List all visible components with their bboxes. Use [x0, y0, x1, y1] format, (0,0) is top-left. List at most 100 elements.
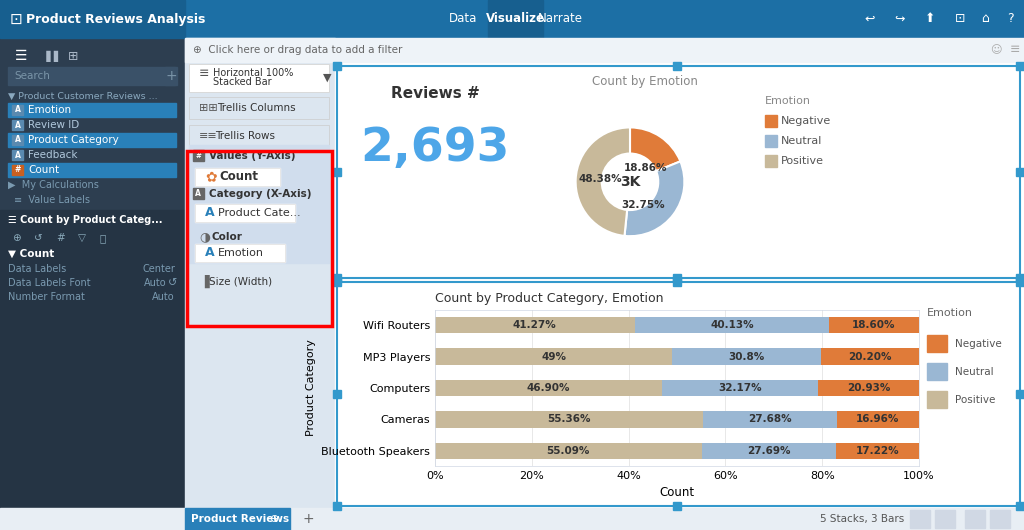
Text: ▐: ▐	[199, 275, 209, 288]
Bar	[189, 219, 329, 263]
Bar	[435, 317, 635, 333]
Text: ?: ?	[1007, 13, 1014, 25]
Bar	[910, 510, 930, 528]
Text: Product Category: Product Category	[28, 135, 119, 145]
Text: Review ID: Review ID	[28, 120, 79, 130]
Bar	[1016, 168, 1024, 176]
Text: Negative: Negative	[955, 339, 1001, 349]
Text: A: A	[205, 207, 215, 219]
Text: A: A	[205, 246, 215, 260]
Text: ▽: ▽	[78, 233, 86, 243]
Text: Auto: Auto	[144, 278, 167, 288]
Text: Center: Center	[142, 264, 175, 274]
Text: Narrate: Narrate	[538, 13, 583, 25]
Bar	[673, 502, 681, 510]
Bar	[195, 168, 280, 186]
Bar	[335, 62, 1024, 508]
Bar	[1016, 502, 1024, 510]
Text: ⌂: ⌂	[981, 13, 989, 25]
Text: A: A	[14, 151, 20, 160]
Text: Count by Product Category, Emotion: Count by Product Category, Emotion	[435, 292, 664, 305]
Bar	[1016, 274, 1024, 282]
Text: Emotion: Emotion	[927, 308, 973, 318]
Text: Horizontal 100%: Horizontal 100%	[213, 68, 293, 78]
Bar	[1016, 390, 1024, 398]
Text: 17.22%: 17.22%	[855, 446, 899, 456]
Bar	[435, 411, 702, 428]
Text: ◑: ◑	[199, 231, 210, 243]
Text: Product Cate...: Product Cate...	[218, 208, 301, 218]
Text: ⊕: ⊕	[270, 514, 280, 524]
Text: 27.69%: 27.69%	[746, 446, 791, 456]
Text: 32.75%: 32.75%	[622, 200, 666, 210]
Bar	[673, 274, 681, 282]
Bar	[635, 317, 829, 333]
Bar	[8, 67, 175, 85]
Text: Count: Count	[219, 171, 258, 183]
Bar	[195, 204, 295, 222]
Text: ☺: ☺	[990, 45, 1001, 55]
Text: A: A	[195, 190, 201, 199]
Bar	[195, 204, 295, 222]
Bar	[189, 181, 329, 223]
Bar	[12, 135, 23, 145]
Bar	[189, 64, 329, 92]
Text: ▼ Count: ▼ Count	[8, 249, 54, 259]
Text: Data: Data	[449, 13, 477, 25]
Text: 46.90%: 46.90%	[526, 383, 570, 393]
Text: 18.86%: 18.86%	[624, 163, 667, 173]
Bar	[195, 244, 285, 262]
Text: Neutral: Neutral	[955, 367, 993, 377]
Text: ⊞: ⊞	[68, 49, 79, 63]
Text: Values (Y-Axis): Values (Y-Axis)	[209, 151, 296, 161]
Text: 27.68%: 27.68%	[749, 414, 792, 425]
Text: 41.27%: 41.27%	[513, 320, 557, 330]
Bar	[337, 282, 1020, 506]
Y-axis label: Product Category: Product Category	[306, 340, 315, 436]
Text: #: #	[195, 153, 201, 159]
Text: Trellis Columns: Trellis Columns	[217, 103, 296, 113]
Bar	[8, 163, 176, 177]
Bar	[927, 363, 947, 380]
Bar	[0, 38, 185, 508]
Bar	[1016, 278, 1024, 286]
Bar	[818, 380, 919, 396]
Bar	[193, 150, 204, 161]
Text: Emotion: Emotion	[765, 96, 811, 106]
Text: 48.38%: 48.38%	[579, 174, 622, 184]
Text: Feedback: Feedback	[28, 150, 78, 160]
Text: 5 Stacks, 3 Bars: 5 Stacks, 3 Bars	[820, 514, 904, 524]
Bar	[8, 103, 176, 117]
Text: Neutral: Neutral	[781, 136, 822, 146]
Bar	[488, 0, 543, 38]
Bar	[333, 168, 341, 176]
Bar	[12, 150, 23, 160]
Bar	[765, 155, 777, 167]
Bar	[0, 508, 1024, 530]
Text: ▼ Product Customer Reviews ...: ▼ Product Customer Reviews ...	[8, 92, 158, 101]
Bar	[195, 168, 280, 186]
Text: Emotion: Emotion	[28, 105, 71, 115]
Text: 20.20%: 20.20%	[848, 351, 892, 361]
Text: Emotion: Emotion	[218, 248, 264, 258]
Text: Positive: Positive	[955, 395, 995, 405]
Bar	[189, 125, 329, 147]
Text: #: #	[56, 233, 65, 243]
Text: A: A	[14, 136, 20, 145]
Bar	[189, 97, 329, 119]
Bar	[8, 133, 176, 147]
Text: Stacked Bar: Stacked Bar	[213, 77, 271, 87]
Text: 2,693: 2,693	[360, 127, 510, 172]
Text: ☰ Count by Product Categ...: ☰ Count by Product Categ...	[8, 215, 163, 225]
Bar	[12, 165, 23, 175]
Text: ▐▐: ▐▐	[42, 50, 59, 61]
Wedge shape	[625, 161, 684, 236]
Text: Visualize: Visualize	[485, 13, 545, 25]
Text: 30.8%: 30.8%	[728, 351, 765, 361]
Bar	[673, 62, 681, 70]
Text: 20.93%: 20.93%	[847, 383, 890, 393]
Bar	[1016, 62, 1024, 70]
Text: Reviews #: Reviews #	[390, 86, 479, 102]
Text: 18.60%: 18.60%	[852, 320, 896, 330]
Bar	[765, 135, 777, 147]
